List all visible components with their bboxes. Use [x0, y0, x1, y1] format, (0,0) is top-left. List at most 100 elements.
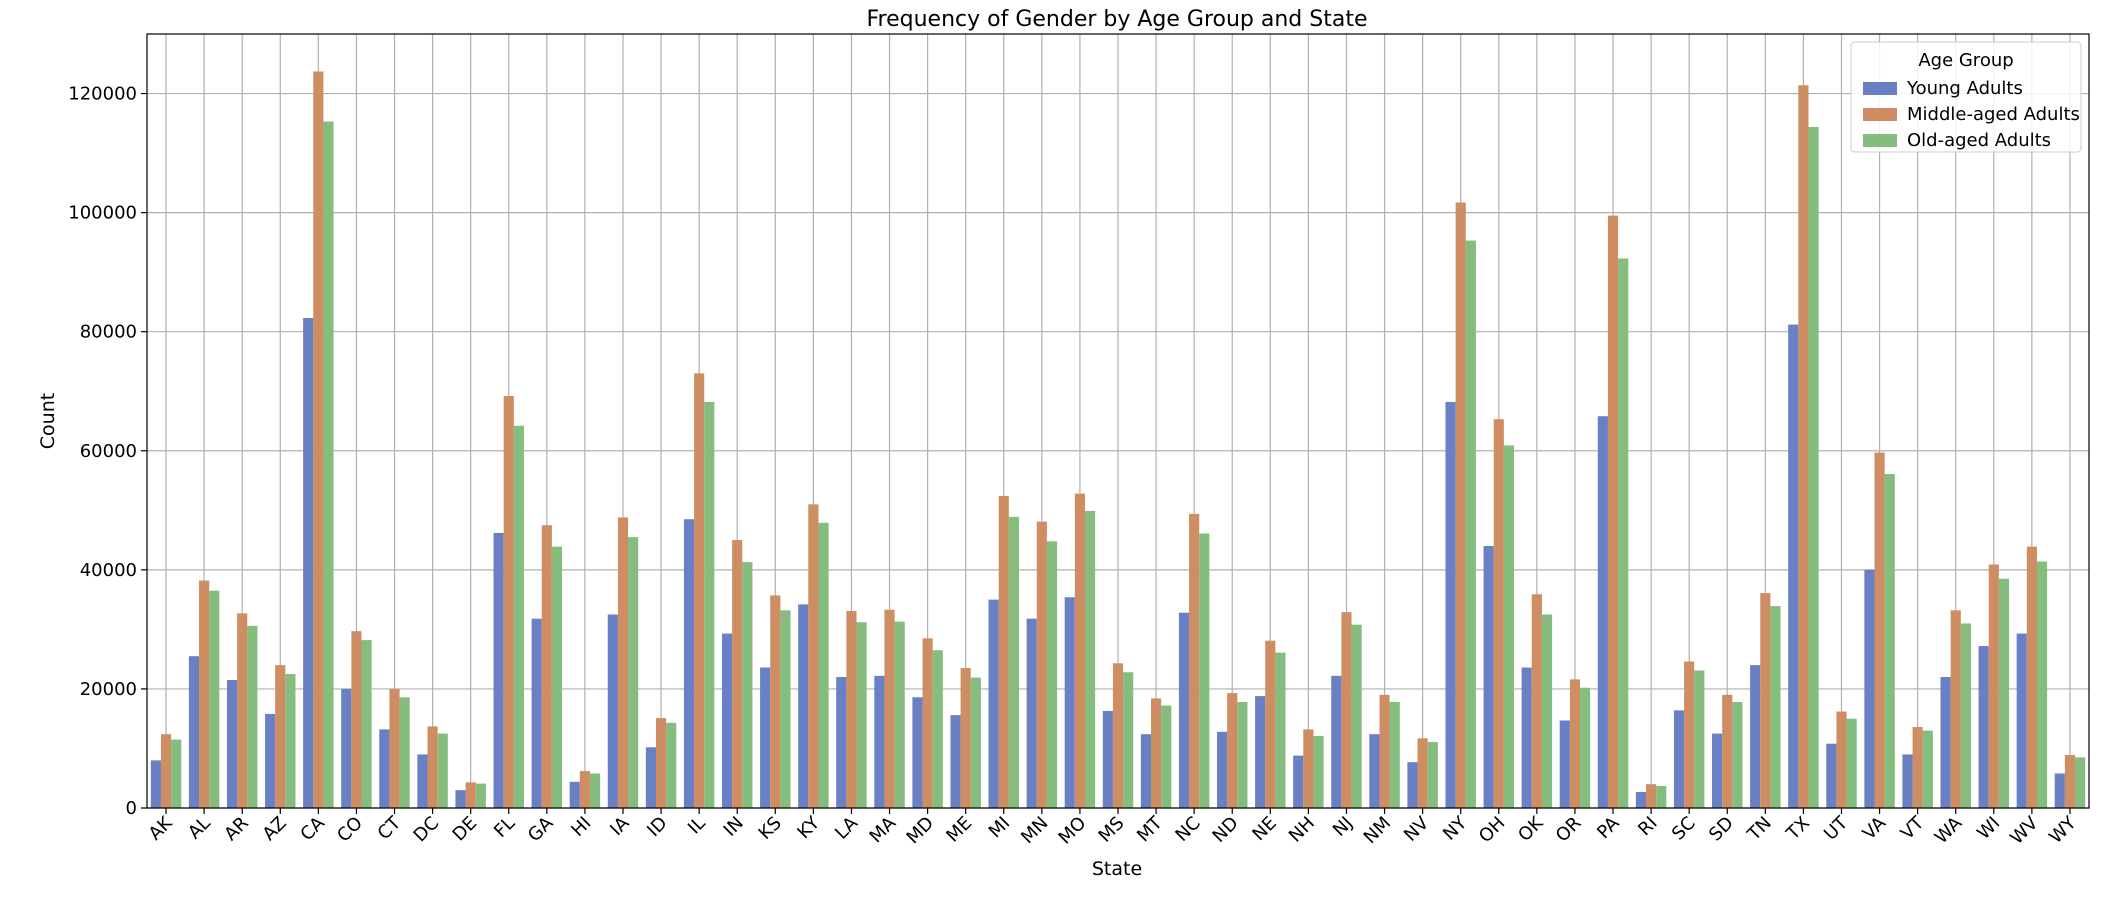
- y-axis-label: Count: [37, 393, 59, 449]
- bar: [389, 688, 400, 808]
- y-tick-label: 80000: [80, 322, 137, 343]
- bar: [970, 677, 981, 808]
- bar: [1427, 741, 1438, 808]
- bar: [247, 625, 258, 808]
- bar: [1846, 718, 1857, 808]
- bar: [645, 747, 656, 808]
- bar: [1046, 541, 1058, 808]
- bar: [1808, 126, 1819, 808]
- bar: [1407, 762, 1418, 808]
- bar: [998, 496, 1009, 808]
- bar: [1189, 513, 1200, 808]
- bar: [579, 771, 590, 808]
- bar: [1884, 473, 1895, 808]
- bar: [780, 610, 791, 808]
- bar: [1293, 755, 1304, 808]
- bar: [1161, 705, 1172, 808]
- bar: [856, 622, 867, 808]
- bar: [1922, 730, 1933, 808]
- bar: [589, 773, 601, 808]
- bar: [1112, 663, 1124, 808]
- bar: [1580, 687, 1591, 808]
- y-tick-label: 60000: [80, 441, 137, 462]
- bar: [2075, 757, 2086, 808]
- bar: [465, 782, 476, 808]
- bar: [1531, 594, 1542, 808]
- bar: [1084, 510, 1096, 808]
- bar: [1607, 215, 1619, 809]
- bar: [1597, 416, 1608, 808]
- bar: [1902, 754, 1913, 808]
- bar: [836, 677, 847, 808]
- bar: [1940, 677, 1951, 808]
- bar: [475, 783, 486, 808]
- bar: [1960, 623, 1971, 808]
- bar: [275, 665, 286, 808]
- bar: [1140, 734, 1152, 808]
- bar: [1770, 606, 1781, 808]
- bar: [1826, 743, 1837, 808]
- bar: [226, 679, 238, 808]
- bar: [1694, 670, 1705, 808]
- bar: [1712, 733, 1723, 808]
- bar: [683, 519, 695, 808]
- bar: [1455, 202, 1466, 809]
- bar: [666, 722, 677, 808]
- bar: [932, 650, 943, 808]
- bar: [285, 674, 296, 808]
- bar: [2064, 755, 2076, 808]
- bar: [1493, 419, 1504, 808]
- bar: [379, 729, 390, 808]
- bar: [1199, 533, 1210, 808]
- bar: [704, 401, 715, 808]
- bar: [1303, 729, 1314, 808]
- bar: [503, 395, 514, 808]
- bar: [1673, 710, 1685, 808]
- legend-title: Age Group: [1918, 50, 2013, 71]
- bar: [265, 713, 276, 808]
- bar: [1750, 665, 1761, 808]
- bar: [531, 618, 542, 808]
- bar: [1217, 731, 1228, 808]
- bar: [1008, 516, 1019, 808]
- bar: [1864, 569, 1875, 808]
- bar: [694, 373, 705, 808]
- bar: [1465, 240, 1476, 809]
- bar: [2036, 561, 2048, 808]
- bar: [1732, 702, 1743, 808]
- bar: [569, 781, 580, 808]
- bar: [455, 790, 466, 808]
- bar: [493, 532, 504, 808]
- bar: [199, 580, 210, 808]
- bar: [1483, 546, 1494, 808]
- bar: [513, 425, 524, 808]
- bar: [150, 760, 161, 808]
- bar: [1341, 612, 1352, 808]
- bar: [2054, 773, 2065, 808]
- bar: [1521, 667, 1532, 808]
- bar: [237, 613, 248, 808]
- bar: [1389, 702, 1400, 808]
- bar: [427, 726, 438, 808]
- bar: [209, 590, 220, 808]
- y-tick-label: 120000: [68, 84, 137, 105]
- bar: [1237, 702, 1248, 808]
- legend-swatch: [1863, 108, 1897, 121]
- bar: [2016, 633, 2027, 808]
- chart-title: Frequency of Gender by Age Group and Sta…: [866, 7, 1367, 32]
- bar: [721, 633, 733, 808]
- legend-swatch: [1863, 82, 1897, 95]
- bar: [1618, 258, 1629, 809]
- bar: [884, 609, 895, 808]
- bar: [541, 525, 552, 808]
- bar: [1151, 698, 1162, 808]
- bar: [1275, 652, 1286, 808]
- bar: [1265, 640, 1276, 808]
- bar: [1227, 693, 1238, 808]
- bar: [846, 610, 857, 808]
- bar: [960, 668, 971, 808]
- bar: [313, 71, 324, 809]
- bar: [1978, 646, 1989, 808]
- bar: [1950, 610, 1961, 808]
- bar: [1635, 791, 1647, 808]
